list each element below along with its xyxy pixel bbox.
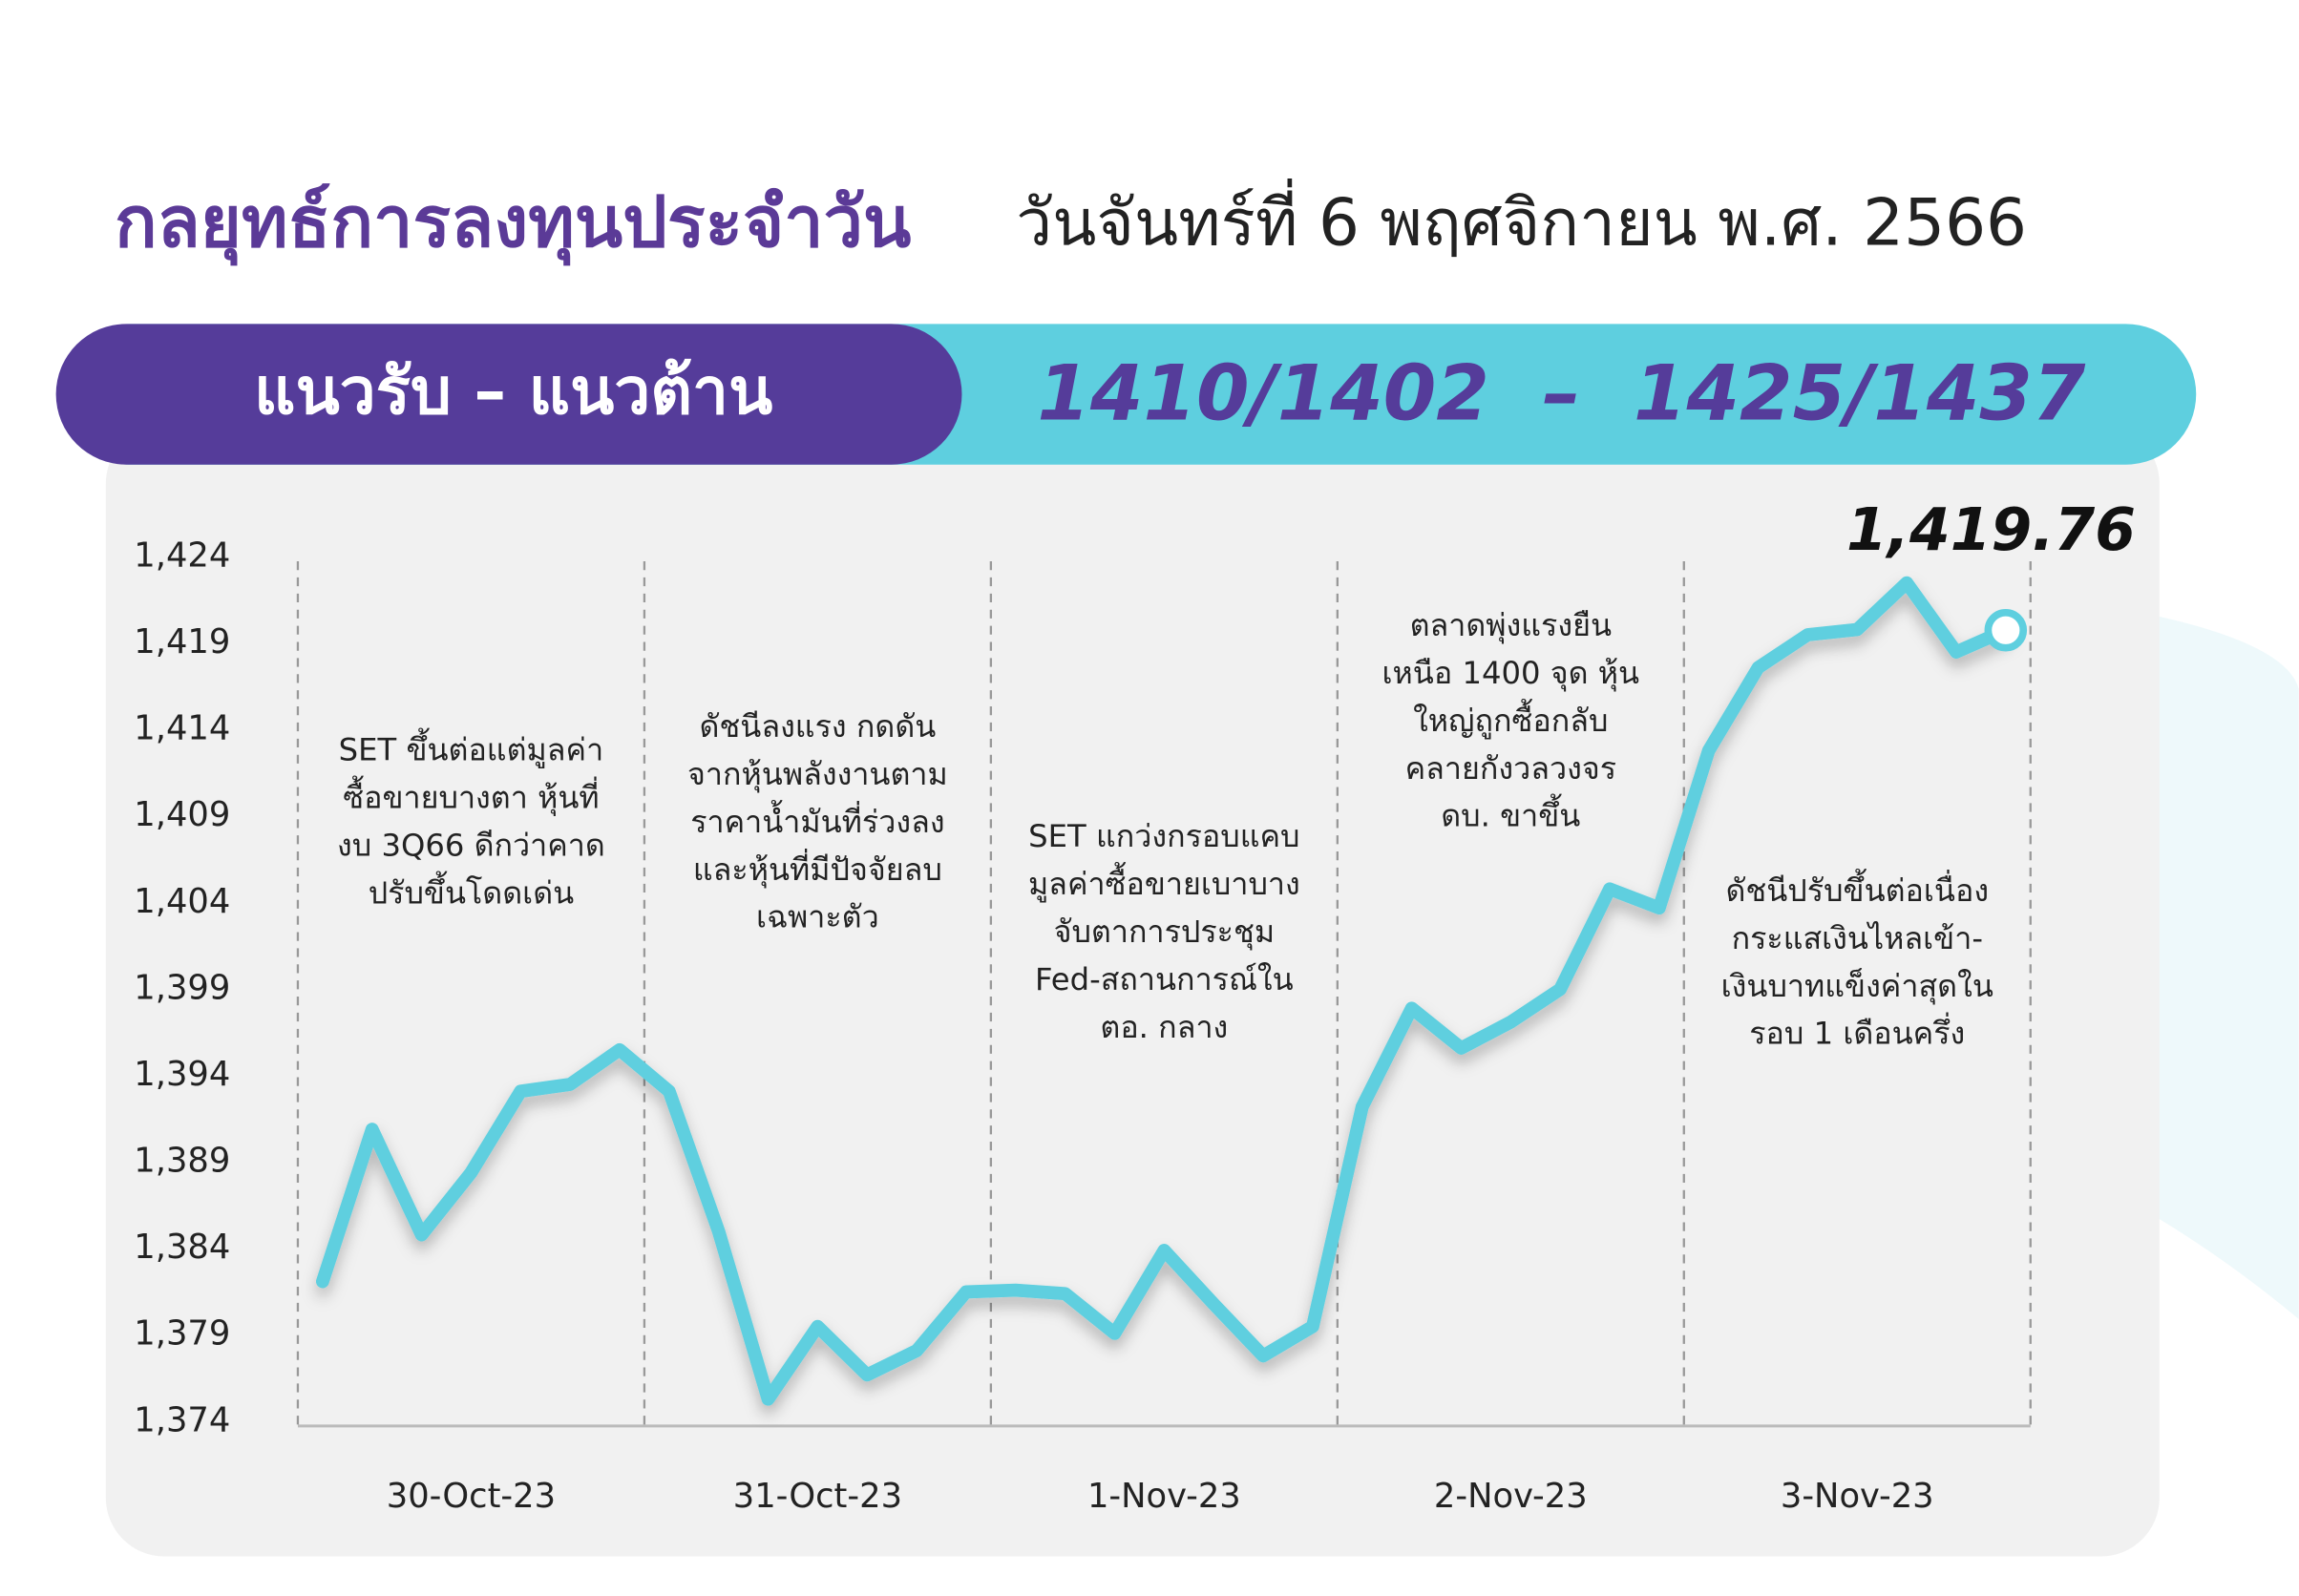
annotation: มูลค่าซื้อขายเบาบาง	[1028, 861, 1300, 903]
x-tick-label: 31-Oct-23	[733, 1477, 902, 1516]
banner-range: 1410/1402 – 1425/1437	[1037, 349, 2086, 438]
annotation: งบ 3Q66 ดีกว่าคาด	[337, 827, 605, 863]
x-tick-label: 2-Nov-23	[1434, 1477, 1588, 1516]
annotation: ราคาน้ำมันที่ร่วงลง	[690, 799, 944, 840]
annotation: ดบ. ขาขึ้น	[1441, 793, 1580, 834]
y-tick-label: 1,374	[134, 1400, 230, 1439]
annotation: ใหญ่ถูกซื้อกลับ	[1413, 698, 1608, 740]
annotation: ปรับขึ้นโดดเด่น	[369, 870, 574, 911]
y-tick-label: 1,414	[134, 709, 230, 748]
annotation: Fed-สถานการณ์ใน	[1035, 961, 1294, 998]
annotation: เหนือ 1400 จุด หุ้น	[1382, 655, 1640, 692]
annotation: รอบ 1 เดือนครึ่ง	[1749, 1013, 1965, 1052]
annotation: จากหุ้นพลังงานตาม	[687, 756, 948, 793]
annotation: SET แกว่งกรอบแคบ	[1028, 818, 1299, 854]
value-label: 1,419.76	[1846, 496, 2136, 564]
y-tick-label: 1,389	[134, 1142, 230, 1181]
chart-panel	[105, 425, 2160, 1557]
annotation: ดัชนีปรับขึ้นต่อเนื่อง	[1725, 868, 1989, 909]
banner-label-bg	[55, 324, 962, 465]
annotation: ตลาดพุ่งแรงยืน	[1410, 607, 1612, 644]
annotation: เงินบาทแข็งค่าสุดใน	[1721, 968, 1993, 1005]
x-tick-label: 3-Nov-23	[1781, 1477, 1934, 1516]
date: วันจันทร์ที่ 6 พฤศจิกายน พ.ศ. 2566	[1016, 178, 2027, 261]
annotation: คลายกังวลวงจร	[1405, 750, 1616, 787]
x-tick-label: 1-Nov-23	[1087, 1477, 1241, 1516]
annotation: SET ขึ้นต่อแต่มูลค่า	[339, 727, 604, 769]
annotation: ดัชนีลงแรง กดดัน	[699, 708, 936, 745]
annotation: ตอ. กลาง	[1100, 1009, 1228, 1045]
y-tick-label: 1,399	[134, 968, 230, 1007]
y-tick-label: 1,409	[134, 795, 230, 834]
y-tick-label: 1,404	[134, 882, 230, 921]
annotation: กระแสเงินไหลเข้า-	[1732, 920, 1983, 956]
x-tick-label: 30-Oct-23	[387, 1477, 556, 1516]
line	[315, 576, 2013, 1406]
banner-label: แนวรับ – แนวต้าน	[254, 353, 772, 429]
y-tick-label: 1,379	[134, 1314, 230, 1354]
annotation: และหุ้นที่มีปัจจัยลบ	[693, 849, 942, 889]
title: กลยุทธ์การลงทุนประจำวัน	[115, 182, 911, 266]
end-marker	[1984, 608, 2028, 652]
y-tick-label: 1,419	[134, 622, 230, 662]
y-tick-label: 1,424	[134, 536, 230, 575]
decoration	[2155, 615, 2299, 1319]
annotation: เฉพาะตัว	[756, 899, 879, 935]
annotation: จับตาการประชุม	[1054, 914, 1276, 951]
y-tick-label: 1,394	[134, 1055, 230, 1094]
annotation: ซื้อขายบางตา หุ้นที่	[343, 775, 599, 817]
y-tick-label: 1,384	[134, 1228, 230, 1267]
